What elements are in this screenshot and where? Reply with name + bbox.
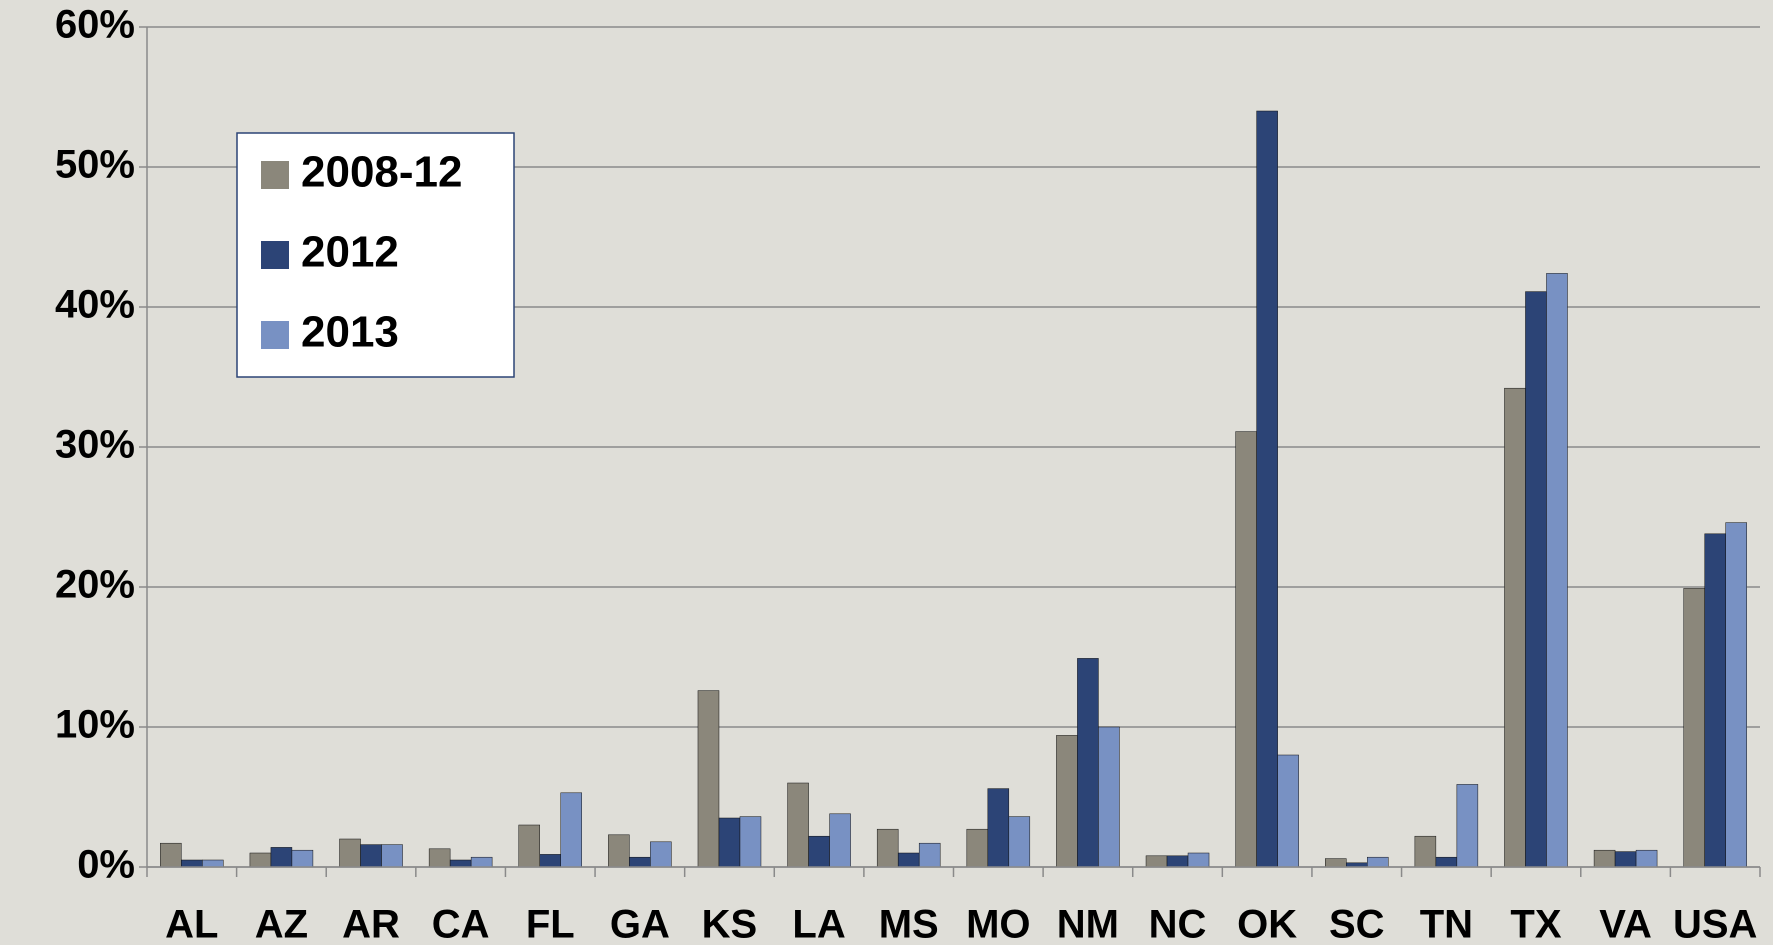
legend-label: 2008-12 <box>301 148 462 197</box>
y-tick-label: 40% <box>55 283 135 327</box>
bar <box>966 828 989 868</box>
legend-label: 2013 <box>301 308 399 357</box>
bar <box>739 816 762 868</box>
x-tick-label: OK <box>1237 903 1297 945</box>
y-tick-label: 30% <box>55 423 135 467</box>
y-tick-label: 60% <box>55 3 135 47</box>
bar <box>1593 849 1616 868</box>
bar <box>650 841 672 868</box>
legend-swatch <box>261 241 289 269</box>
bar <box>1077 658 1099 868</box>
x-tick-label: TN <box>1420 903 1473 945</box>
bar <box>876 828 899 868</box>
x-tick-label: NC <box>1149 903 1207 945</box>
bar <box>1277 754 1299 868</box>
x-tick-label: MO <box>966 903 1030 945</box>
bar <box>1166 855 1189 868</box>
x-tick-label: AR <box>342 903 400 945</box>
bar <box>449 859 472 868</box>
x-tick-label: TX <box>1510 903 1561 945</box>
legend-swatch <box>261 161 289 189</box>
bar <box>608 834 630 868</box>
bar <box>1725 522 1747 868</box>
x-tick-label: SC <box>1329 903 1385 945</box>
x-tick-label: NM <box>1057 903 1119 945</box>
bar <box>1504 387 1526 868</box>
x-tick-label: VA <box>1599 903 1652 945</box>
bar <box>339 838 361 868</box>
bar <box>787 782 809 868</box>
bar <box>1435 856 1458 868</box>
bar <box>470 856 493 868</box>
bar <box>1614 851 1637 868</box>
bar <box>1256 110 1278 868</box>
bar <box>1235 431 1257 868</box>
y-tick-label: 20% <box>55 563 135 607</box>
bar <box>381 844 403 868</box>
bar <box>808 835 830 868</box>
bar <box>1145 855 1168 868</box>
bar <box>270 847 293 868</box>
x-tick-label: AL <box>165 903 218 945</box>
bar <box>1056 735 1078 868</box>
bar <box>428 848 451 868</box>
bar <box>829 813 851 868</box>
bar <box>518 824 540 868</box>
bar <box>360 844 382 868</box>
bar <box>1325 858 1347 868</box>
x-tick-label: USA <box>1673 903 1757 945</box>
bar <box>897 852 920 868</box>
x-tick-label: CA <box>432 903 490 945</box>
bar <box>1367 856 1389 868</box>
bar <box>987 788 1010 868</box>
bar <box>160 842 182 868</box>
bar <box>291 849 314 868</box>
bar <box>629 856 651 868</box>
bar <box>181 859 203 868</box>
bar <box>1525 291 1547 868</box>
x-tick-label: AZ <box>255 903 308 945</box>
x-tick-label: FL <box>526 903 575 945</box>
bar <box>918 842 941 868</box>
bar <box>1704 533 1726 868</box>
bar <box>539 854 561 868</box>
x-tick-label: MS <box>879 903 939 945</box>
bar <box>1008 816 1031 868</box>
bar <box>1098 726 1120 868</box>
y-tick-label: 50% <box>55 143 135 187</box>
bar <box>1683 588 1705 868</box>
bar <box>1546 273 1568 868</box>
bar <box>1456 784 1479 868</box>
legend-label: 2012 <box>301 228 399 277</box>
x-tick-label: KS <box>702 903 758 945</box>
x-tick-label: LA <box>792 903 845 945</box>
bar <box>1635 849 1658 868</box>
bar <box>249 852 272 868</box>
bar <box>718 817 741 868</box>
bar <box>202 859 224 868</box>
legend-swatch <box>261 321 289 349</box>
bar <box>1187 852 1210 868</box>
bar <box>697 690 720 868</box>
x-tick-label: GA <box>610 903 670 945</box>
y-tick-label: 10% <box>55 703 135 747</box>
bar <box>560 792 582 868</box>
y-tick-label: 0% <box>77 843 135 887</box>
bar <box>1414 835 1437 868</box>
